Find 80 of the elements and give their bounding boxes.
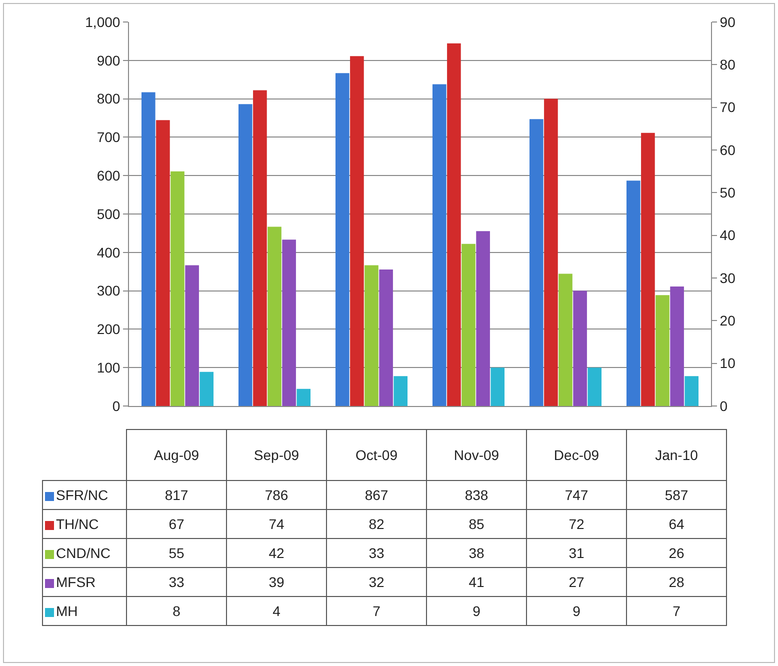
y2-tick-label: 0 xyxy=(720,398,728,414)
y2-tick-label: 90 xyxy=(720,14,736,30)
data-label: 7 xyxy=(326,596,426,626)
y-tick-label: 0 xyxy=(112,398,120,414)
data-label: 85 xyxy=(426,510,526,538)
data-label: 82 xyxy=(326,510,426,538)
bar xyxy=(185,265,199,406)
y2-tick-label: 30 xyxy=(720,270,736,286)
y-tick-label: 400 xyxy=(96,244,120,260)
y-tick-label: 300 xyxy=(96,282,120,299)
legend-label: CND/NC xyxy=(42,538,126,568)
bar xyxy=(656,295,670,406)
bar xyxy=(462,244,476,406)
bar xyxy=(364,265,378,406)
y2-tick-label: 40 xyxy=(720,227,736,244)
data-label: 72 xyxy=(526,510,626,538)
legend-label: MFSR xyxy=(42,568,126,596)
bar xyxy=(282,240,296,406)
data-label: 32 xyxy=(326,568,426,596)
bar xyxy=(670,286,684,406)
data-label: 64 xyxy=(626,510,726,538)
data-label: 867 xyxy=(326,480,426,510)
data-label: 587 xyxy=(626,480,726,510)
y-tick-label: 600 xyxy=(96,168,120,184)
bar xyxy=(296,388,311,406)
x-tick-label: Nov-09 xyxy=(426,430,526,480)
data-label: 28 xyxy=(626,568,726,596)
data-label: 38 xyxy=(426,538,526,568)
data-label: 27 xyxy=(526,568,626,596)
bar xyxy=(490,368,505,406)
x-tick-label: Jan-10 xyxy=(626,430,726,480)
bar xyxy=(588,368,602,406)
data-label: 41 xyxy=(426,568,526,596)
data-label: 786 xyxy=(226,480,326,510)
bar xyxy=(170,171,184,406)
y-tick-label: 100 xyxy=(96,360,120,376)
x-tick-label: Aug-09 xyxy=(126,430,226,480)
x-tick-label: Oct-09 xyxy=(326,430,426,480)
y2-tick-label: 70 xyxy=(720,99,736,116)
x-tick-label: Sep-09 xyxy=(226,430,326,480)
data-label: 9 xyxy=(426,596,526,626)
x-tick-label: Dec-09 xyxy=(526,430,626,480)
y-tick-label: 500 xyxy=(96,206,120,222)
data-label: 42 xyxy=(226,538,326,568)
y-tick-label: 700 xyxy=(96,129,120,146)
data-label: 74 xyxy=(226,510,326,538)
data-label: 26 xyxy=(626,538,726,568)
bar xyxy=(573,290,587,406)
y2-tick-label: 60 xyxy=(720,142,736,158)
legend-label: MH xyxy=(42,596,126,626)
bar xyxy=(200,372,214,406)
data-label: 31 xyxy=(526,538,626,568)
data-label: 67 xyxy=(126,510,226,538)
data-label: 33 xyxy=(126,568,226,596)
bar xyxy=(476,231,490,406)
data-label: 8 xyxy=(126,596,226,626)
legend-label: TH/NC xyxy=(42,510,126,538)
legend-label: SFR/NC xyxy=(42,480,126,510)
y2-tick-label: 50 xyxy=(720,184,736,201)
bar xyxy=(558,274,572,406)
data-label: 55 xyxy=(126,538,226,568)
y2-tick-label: 80 xyxy=(720,56,736,73)
bar xyxy=(684,376,699,406)
data-label: 817 xyxy=(126,480,226,510)
y-tick-label: 800 xyxy=(96,90,120,107)
bar xyxy=(394,376,408,406)
data-label: 9 xyxy=(526,596,626,626)
data-label: 838 xyxy=(426,480,526,510)
bar xyxy=(379,269,393,406)
data-label: 747 xyxy=(526,480,626,510)
y2-tick-label: 10 xyxy=(720,355,736,372)
y-tick-label: 900 xyxy=(96,52,120,68)
data-label: 7 xyxy=(626,596,726,626)
y-tick-label: 200 xyxy=(96,321,120,338)
data-label: 39 xyxy=(226,568,326,596)
data-label: 33 xyxy=(326,538,426,568)
y2-tick-label: 20 xyxy=(720,312,736,329)
y-tick-label: 1,000 xyxy=(85,14,120,30)
bar xyxy=(268,226,282,406)
data-label: 4 xyxy=(226,596,326,626)
